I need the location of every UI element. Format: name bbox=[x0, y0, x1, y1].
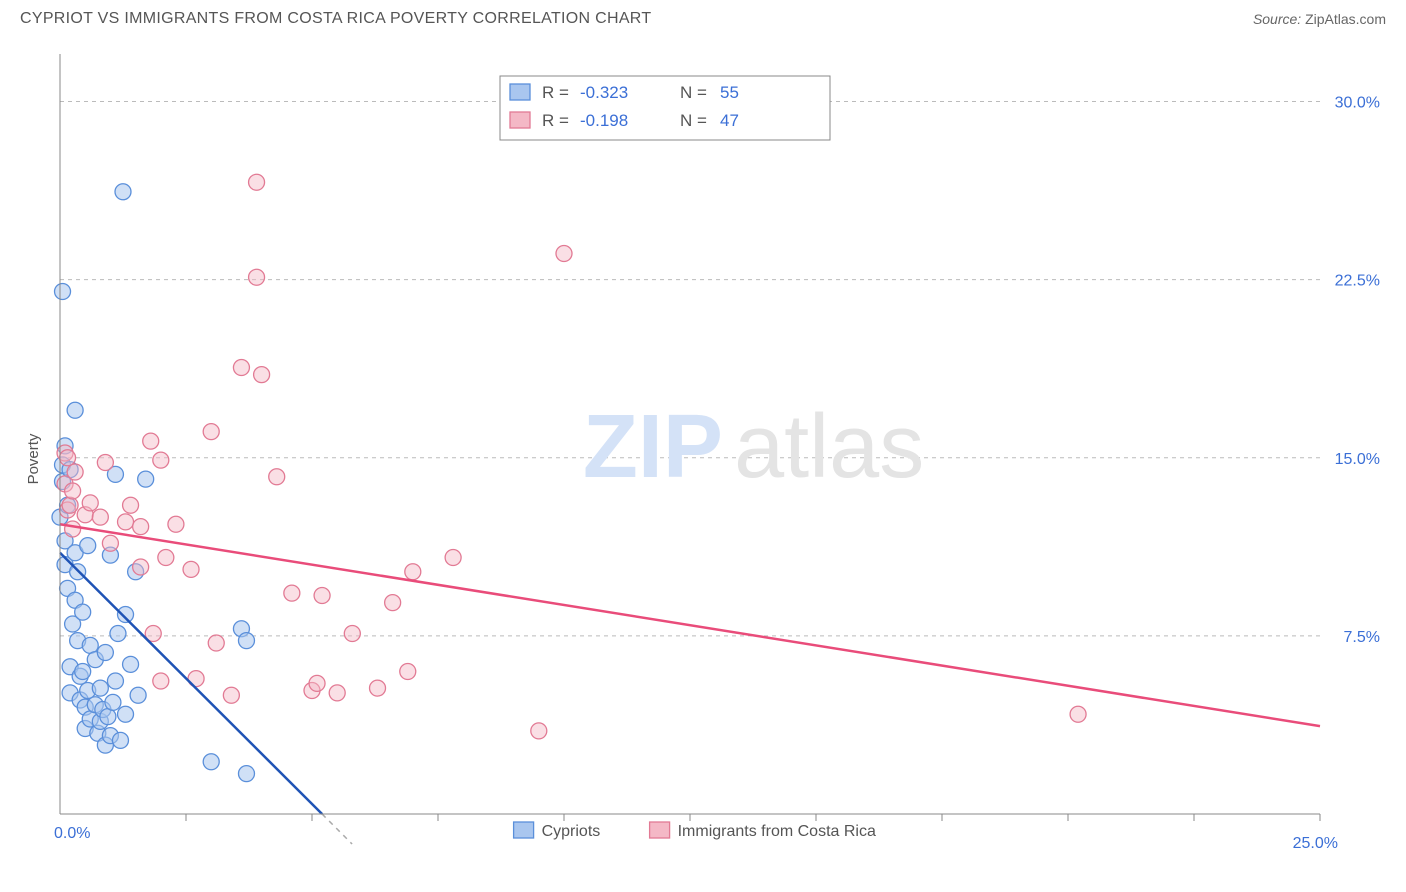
data-point bbox=[118, 706, 134, 722]
y-axis-label: Poverty bbox=[25, 434, 42, 485]
chart-area: Poverty 7.5% 15.0% 22.5% 30.0% ZIPatlas 0.0% 2… bbox=[0, 34, 1406, 884]
y-tick-label: 15.0% bbox=[1335, 451, 1380, 468]
legend-r-value: -0.198 bbox=[580, 111, 628, 130]
data-point bbox=[269, 469, 285, 485]
data-point bbox=[123, 656, 139, 672]
data-point bbox=[168, 516, 184, 532]
data-point bbox=[405, 564, 421, 580]
data-point bbox=[115, 184, 131, 200]
chart-source: Source: ZipAtlas.com bbox=[1253, 11, 1386, 27]
legend-r-value: -0.323 bbox=[580, 83, 628, 102]
data-point bbox=[97, 645, 113, 661]
data-point bbox=[92, 680, 108, 696]
bottom-legend-swatch bbox=[514, 822, 534, 838]
data-point bbox=[60, 450, 76, 466]
data-point bbox=[92, 509, 108, 525]
source-value: ZipAtlas.com bbox=[1305, 11, 1386, 27]
data-point bbox=[203, 424, 219, 440]
data-point bbox=[75, 604, 91, 620]
data-point bbox=[344, 626, 360, 642]
data-point bbox=[97, 455, 113, 471]
data-point bbox=[254, 367, 270, 383]
data-point bbox=[138, 471, 154, 487]
data-point bbox=[82, 637, 98, 653]
source-label: Source: bbox=[1253, 11, 1301, 27]
legend-swatch bbox=[510, 84, 530, 100]
bottom-legend-label: Cypriots bbox=[542, 823, 601, 840]
data-point bbox=[112, 732, 128, 748]
data-point bbox=[75, 664, 91, 680]
data-point bbox=[143, 433, 159, 449]
x-origin-label: 0.0% bbox=[54, 825, 90, 842]
data-point bbox=[65, 521, 81, 537]
legend-n-label: N = bbox=[680, 111, 707, 130]
watermark-atlas: atlas bbox=[734, 397, 924, 497]
y-tick-label: 7.5% bbox=[1344, 629, 1380, 646]
data-point bbox=[249, 174, 265, 190]
legend-r-label: R = bbox=[542, 111, 569, 130]
trend-extension bbox=[322, 814, 352, 844]
data-point bbox=[67, 464, 83, 480]
data-point bbox=[110, 626, 126, 642]
data-point bbox=[370, 680, 386, 696]
data-point bbox=[329, 685, 345, 701]
data-point bbox=[118, 514, 134, 530]
data-point bbox=[133, 519, 149, 535]
data-point bbox=[118, 607, 134, 623]
data-point bbox=[80, 538, 96, 554]
data-point bbox=[183, 561, 199, 577]
data-point bbox=[309, 675, 325, 691]
data-point bbox=[556, 246, 572, 262]
data-point bbox=[82, 495, 98, 511]
legend-n-label: N = bbox=[680, 83, 707, 102]
data-point bbox=[531, 723, 547, 739]
bottom-legend-swatch bbox=[650, 822, 670, 838]
scatter-chart: 7.5% 15.0% 22.5% 30.0% ZIPatlas 0.0% 25.0% R =-… bbox=[50, 34, 1390, 854]
data-point bbox=[445, 550, 461, 566]
data-point bbox=[133, 559, 149, 575]
data-point bbox=[123, 497, 139, 513]
watermark-zip: ZIP bbox=[583, 397, 723, 497]
legend-n-value: 55 bbox=[720, 83, 739, 102]
data-point bbox=[385, 595, 401, 611]
data-point bbox=[102, 535, 118, 551]
data-point bbox=[67, 402, 83, 418]
legend-n-value: 47 bbox=[720, 111, 739, 130]
data-point bbox=[100, 709, 116, 725]
data-point bbox=[284, 585, 300, 601]
chart-header: CYPRIOT VS IMMIGRANTS FROM COSTA RICA PO… bbox=[0, 0, 1406, 34]
y-tick-label: 22.5% bbox=[1335, 273, 1380, 290]
data-point bbox=[249, 269, 265, 285]
data-point bbox=[400, 664, 416, 680]
data-point bbox=[105, 694, 121, 710]
data-point bbox=[153, 452, 169, 468]
data-point bbox=[238, 766, 254, 782]
data-point bbox=[233, 360, 249, 376]
data-point bbox=[65, 483, 81, 499]
data-point bbox=[208, 635, 224, 651]
data-point bbox=[130, 687, 146, 703]
x-end-label: 25.0% bbox=[1293, 835, 1338, 852]
data-point bbox=[55, 284, 71, 300]
data-point bbox=[107, 673, 123, 689]
y-tick-label: 30.0% bbox=[1335, 95, 1380, 112]
data-point bbox=[238, 633, 254, 649]
data-point bbox=[62, 497, 78, 513]
data-point bbox=[203, 754, 219, 770]
chart-title: CYPRIOT VS IMMIGRANTS FROM COSTA RICA PO… bbox=[20, 10, 651, 28]
data-point bbox=[158, 550, 174, 566]
data-point bbox=[314, 588, 330, 604]
legend-swatch bbox=[510, 112, 530, 128]
data-point bbox=[1070, 706, 1086, 722]
data-point bbox=[223, 687, 239, 703]
bottom-legend-label: Immigrants from Costa Rica bbox=[678, 823, 876, 840]
data-point bbox=[153, 673, 169, 689]
legend-r-label: R = bbox=[542, 83, 569, 102]
